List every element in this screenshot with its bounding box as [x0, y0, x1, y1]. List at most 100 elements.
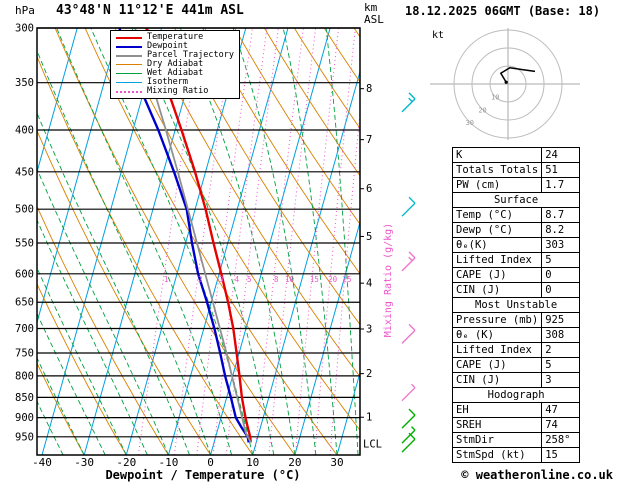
table-row-value: 5	[541, 252, 581, 268]
table-row: Pressure (mb) 925	[451, 312, 581, 328]
table-row-label: Totals Totals	[451, 162, 543, 178]
svg-text:10: 10	[246, 456, 259, 469]
svg-text:-10: -10	[158, 456, 178, 469]
legend-item: Dry Adiabat	[116, 60, 234, 69]
hodograph-ring	[453, 29, 563, 139]
table-row: Totals Totals 51	[451, 162, 581, 178]
legend-item-label: Temperature	[147, 32, 204, 42]
table-row: Lifted Index 5	[451, 252, 581, 268]
svg-text:-40: -40	[32, 456, 52, 469]
mixing-ratio-axis-label: Mixing Ratio (g/kg)	[383, 222, 394, 338]
table-row: Dewp (°C) 8.2	[451, 222, 581, 238]
table-section-header: Hodograph	[451, 387, 581, 403]
svg-text:950: 950	[15, 431, 34, 443]
datetime-title: 18.12.2025 06GMT (Base: 18)	[405, 4, 601, 18]
table-row-value: 15	[541, 447, 581, 463]
table-row: K 24	[451, 147, 581, 163]
legend-item-label: Wet Adiabat	[147, 68, 204, 78]
svg-text:3: 3	[219, 275, 224, 284]
hodograph-origin-dot	[504, 80, 508, 84]
svg-text:-20: -20	[116, 456, 136, 469]
pressure-unit-label: hPa	[15, 4, 35, 17]
height-unit-asl: ASL	[364, 13, 384, 26]
svg-text:550: 550	[15, 237, 34, 249]
table-row-label: Pressure (mb)	[451, 312, 543, 328]
svg-text:5: 5	[366, 231, 372, 243]
x-axis-label: Dewpoint / Temperature (°C)	[105, 468, 301, 482]
svg-text:2: 2	[366, 368, 372, 380]
mixing-ratio-lines	[137, 28, 360, 455]
table-row-value: 8.2	[541, 222, 581, 238]
lcl-label: LCL	[363, 438, 382, 450]
hodograph-ring-label: 30	[466, 119, 474, 127]
table-row-value: 303	[541, 237, 581, 253]
table-row-value: 0	[541, 282, 581, 298]
temp-axis-labels: -40 -30 -20 -10 0 10 20 30	[32, 456, 344, 469]
table-row: Lifted Index 2	[451, 342, 581, 358]
legend-item-label: Dry Adiabat	[147, 59, 204, 69]
legend-item: Temperature	[116, 33, 234, 42]
svg-text:2: 2	[198, 275, 203, 284]
table-row-value: 2	[541, 342, 581, 358]
table-row: θₑ (K) 308	[451, 327, 581, 343]
table-row: StmDir 258°	[451, 432, 581, 448]
table-row-label: StmDir	[451, 432, 543, 448]
svg-text:30: 30	[330, 456, 343, 469]
wet-adiabat-legend-swatch	[116, 73, 142, 74]
table-row: EH 47	[451, 402, 581, 418]
svg-text:3: 3	[366, 324, 372, 336]
height-axis-unit: km ASL	[364, 2, 384, 26]
table-row-label: Lifted Index	[451, 252, 543, 268]
svg-text:10: 10	[285, 275, 295, 284]
isotherm-legend-swatch	[116, 82, 142, 83]
table-row-value: 1.7	[541, 177, 581, 193]
table-row-label: PW (cm)	[451, 177, 543, 193]
table-section-header: Most Unstable	[451, 297, 581, 313]
table-row-value: 24	[541, 147, 581, 163]
svg-text:25: 25	[343, 275, 352, 284]
svg-text:700: 700	[15, 323, 34, 335]
mixing-ratio-legend-swatch	[116, 90, 142, 93]
table-row: CAPE (J) 5	[451, 357, 581, 373]
legend-item: Isotherm	[116, 78, 234, 87]
indices-table: K 24 Totals Totals 51 PW (cm) 1.7 Surface Temp …	[451, 147, 581, 463]
table-row-label: θₑ(K)	[451, 237, 543, 253]
table-row-value: 5	[541, 357, 581, 373]
indices-table-grid: K 24 Totals Totals 51 PW (cm) 1.7 Surface Temp …	[451, 147, 581, 463]
table-row-value: 258°	[541, 432, 581, 448]
svg-text:900: 900	[15, 412, 34, 424]
height-unit-km: km	[364, 1, 378, 14]
table-section-header: Surface	[451, 192, 581, 208]
svg-text:4: 4	[235, 275, 240, 284]
parcel-trajectory-curve	[134, 28, 252, 443]
legend-item-label: Mixing Ratio	[147, 86, 209, 96]
table-row-value: 0	[541, 267, 581, 283]
legend-item: Wet Adiabat	[116, 69, 234, 78]
table-row-label: Lifted Index	[451, 342, 543, 358]
legend-item: Parcel Trajectory	[116, 51, 234, 60]
table-row-label: Dewp (°C)	[451, 222, 543, 238]
table-row-label: Temp (°C)	[451, 207, 543, 223]
table-row: Temp (°C) 8.7	[451, 207, 581, 223]
table-row: SREH 74	[451, 417, 581, 433]
wind-barbs	[401, 92, 416, 453]
svg-text:650: 650	[15, 297, 34, 309]
table-row-label: StmSpd (kt)	[451, 447, 543, 463]
svg-text:4: 4	[366, 278, 372, 290]
svg-text:750: 750	[15, 347, 34, 359]
hodograph-ring	[489, 65, 527, 103]
svg-text:400: 400	[15, 125, 34, 137]
table-row-label: CIN (J)	[451, 282, 543, 298]
table-row-value: 308	[541, 327, 581, 343]
dewpoint-curve	[118, 28, 250, 443]
parcel-trajectory-legend-swatch	[116, 54, 142, 57]
dry-adiabat-legend-swatch	[116, 64, 142, 65]
legend-item: Dewpoint	[116, 42, 234, 51]
station-title: 43°48'N 11°12'E 441m ASL	[56, 3, 244, 18]
svg-text:1: 1	[366, 412, 372, 424]
svg-text:20: 20	[288, 456, 301, 469]
svg-text:7: 7	[366, 134, 372, 146]
table-row: CAPE (J) 0	[451, 267, 581, 283]
table-row-label: CAPE (J)	[451, 357, 543, 373]
svg-text:15: 15	[310, 275, 319, 284]
